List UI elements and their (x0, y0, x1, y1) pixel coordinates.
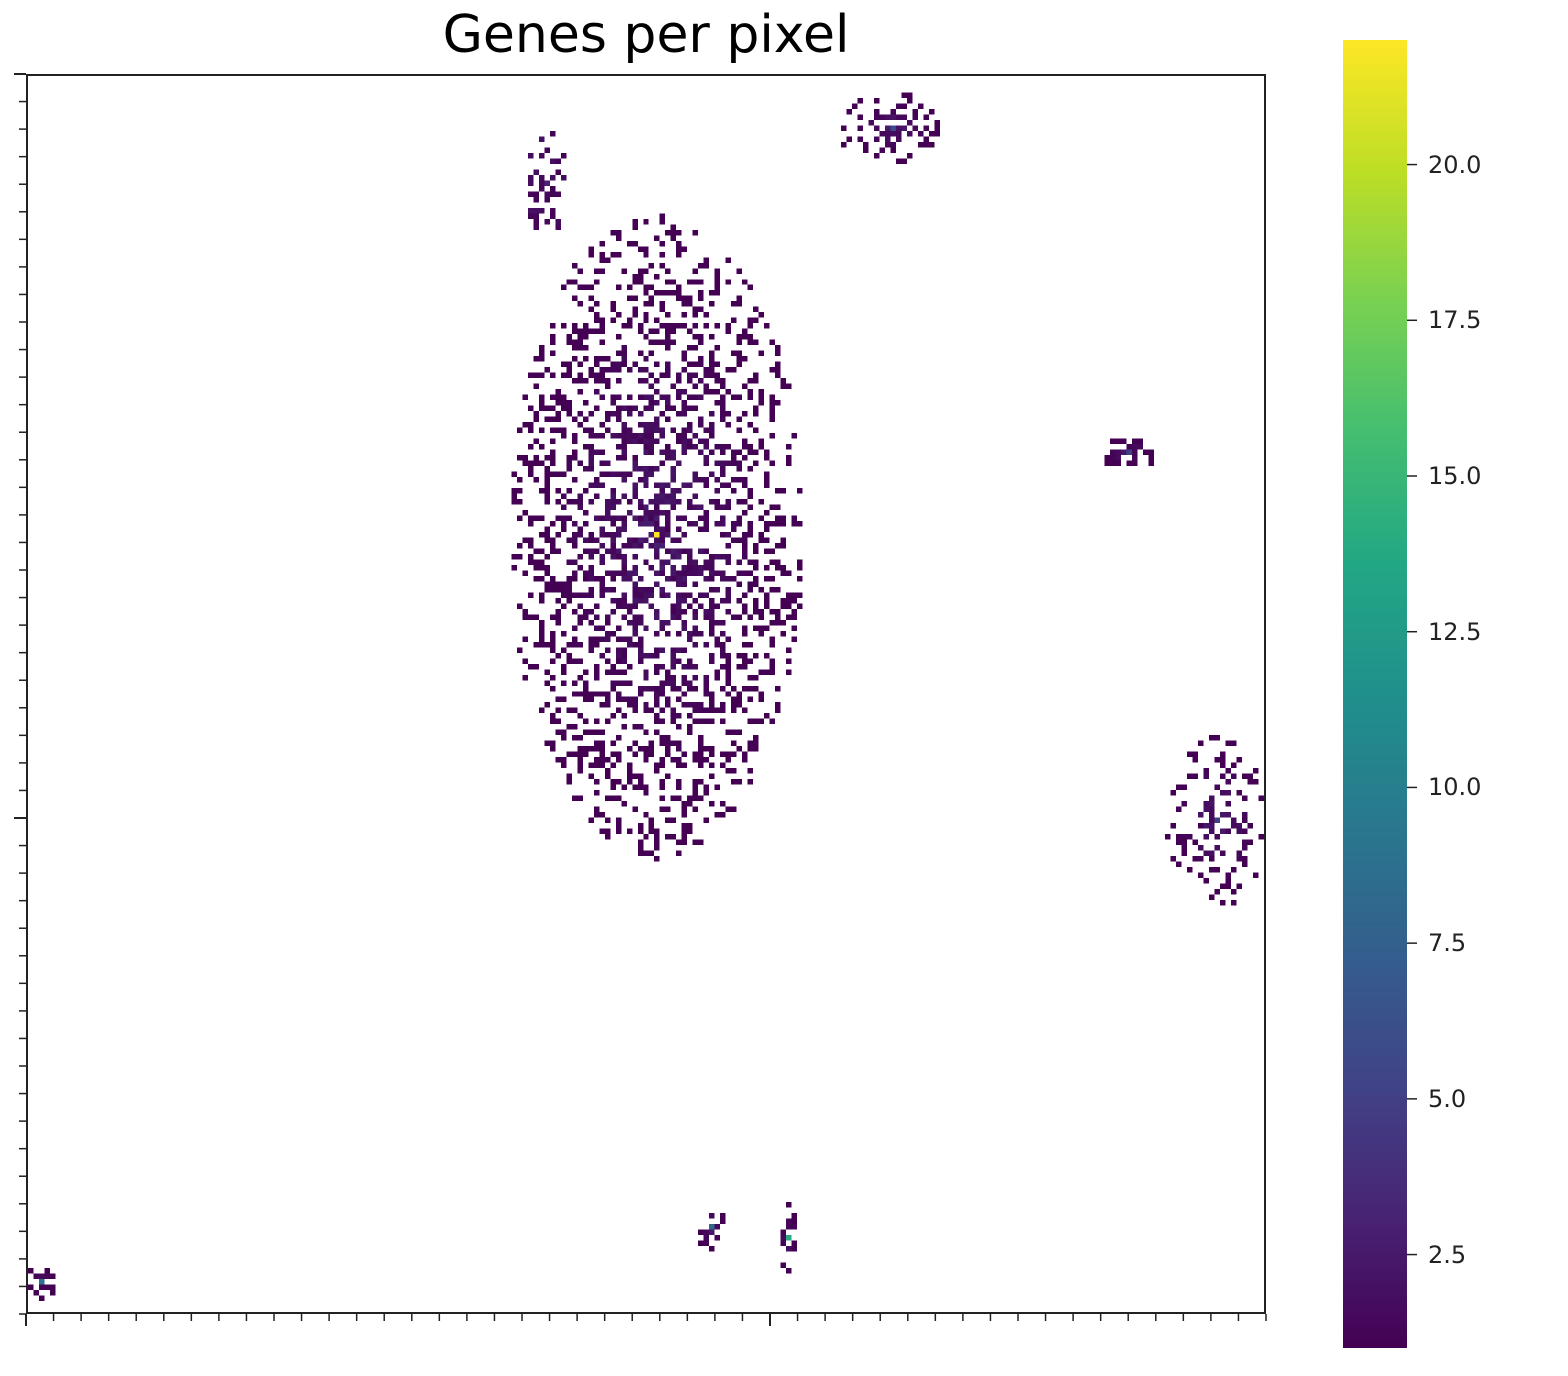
colorbar-tick-label: 20.0 (1428, 150, 1482, 179)
colorbar-tick-label: 10.0 (1428, 773, 1482, 802)
colorbar-tick-label: 2.5 (1428, 1240, 1467, 1269)
colorbar-tick-label: 12.5 (1428, 617, 1482, 646)
colorbar-tick-label: 7.5 (1428, 929, 1467, 958)
heatmap-image (28, 76, 1264, 1312)
colorbar (1343, 40, 1407, 1348)
heatmap-plot-area (26, 74, 1266, 1314)
chart-title: Genes per pixel (442, 5, 850, 65)
colorbar-tick-label: 17.5 (1428, 306, 1482, 335)
colorbar-tick-label: 15.0 (1428, 462, 1482, 490)
colorbar-tick-label: 5.0 (1428, 1084, 1467, 1113)
